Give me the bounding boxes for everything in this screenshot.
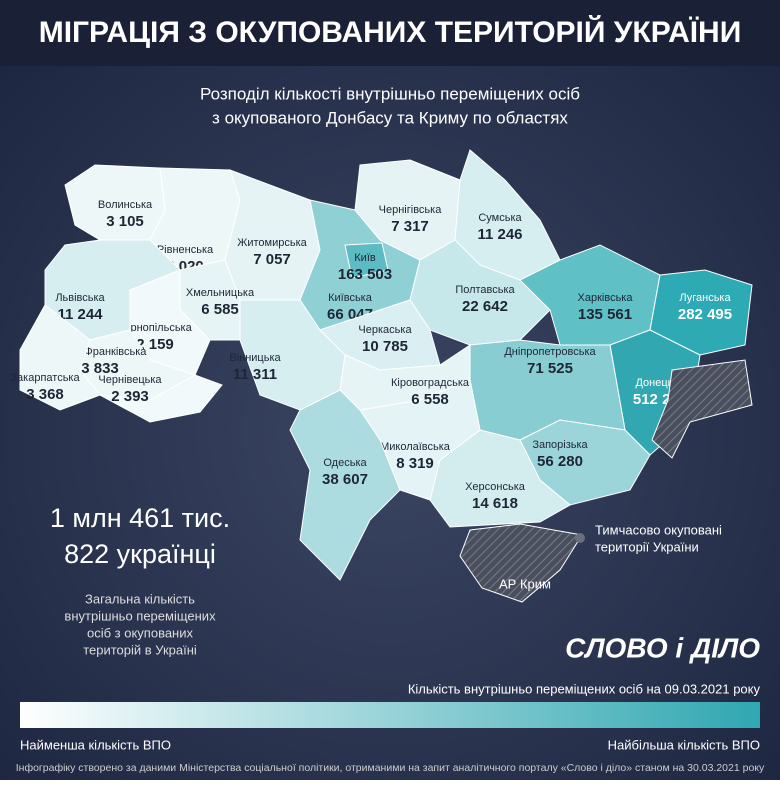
region-name: Миколаївська: [380, 441, 451, 453]
region-name: Харківська: [578, 292, 634, 304]
region-value: 7 057: [253, 251, 291, 268]
region-value: 8 319: [396, 455, 434, 472]
logo: СЛОВО і ДІЛО: [565, 632, 760, 663]
region-name: Тернопільська: [118, 322, 192, 334]
region-value: 3 105: [106, 213, 144, 230]
region: [19, 304, 101, 411]
region-value: 2 159: [136, 336, 174, 353]
region: [344, 242, 389, 279]
region-name: Луганська: [679, 292, 731, 304]
region-value: 6 558: [411, 391, 449, 408]
occupied-label: території України: [595, 539, 699, 554]
region-value: 71 525: [527, 360, 573, 377]
region-name: Кіровоградська: [391, 377, 470, 389]
region-name: Вінницька: [229, 352, 281, 364]
region-name: Волинська: [98, 199, 153, 211]
region-value: 7 317: [391, 218, 429, 235]
region-name: Сумська: [478, 212, 522, 224]
region-value: 10 785: [362, 338, 408, 355]
occupied-donbas: [651, 359, 753, 459]
region-name: Житомирська: [237, 237, 307, 249]
subtitle: з окупованого Донбасу та Криму по област…: [212, 108, 568, 127]
region-name: Одеська: [323, 457, 367, 469]
title-bar: [0, 0, 780, 66]
region-name: Львівська: [55, 292, 105, 304]
region: [429, 429, 571, 528]
region-name: Черкаська: [358, 324, 412, 336]
region-value: 56 280: [537, 453, 583, 470]
crimea-label: АР Крим: [499, 576, 551, 591]
region-value: 282 495: [678, 306, 732, 323]
legend-min: Найменша кількість ВПО: [20, 737, 171, 752]
region-name: Полтавська: [455, 284, 515, 296]
region-value: 3 833: [81, 360, 119, 377]
region-name: Херсонська: [465, 481, 526, 493]
region-name: Закарпатська: [10, 372, 80, 384]
occupied-icon: [575, 533, 585, 543]
region-value: 135 561: [578, 306, 632, 323]
legend-gradient: [20, 702, 760, 728]
total-description: Загальна кількість: [85, 591, 195, 606]
total-description: територій в Україні: [83, 642, 197, 657]
region: [99, 374, 223, 423]
region-value: 14 618: [472, 495, 518, 512]
region-value: 3 368: [26, 386, 64, 403]
region-name: Київська: [328, 292, 373, 304]
occupied-crimea: [459, 523, 583, 603]
region-value: 22 642: [462, 298, 508, 315]
legend-title: Кількість внутрішньо переміщених осіб на…: [408, 681, 761, 696]
region-name: Чернігівська: [379, 204, 443, 216]
occupied-label: Тимчасово окуповані: [595, 522, 722, 537]
title: МІГРАЦІЯ З ОКУПОВАНИХ ТЕРИТОРІЙ УКРАЇНИ: [39, 15, 742, 49]
region-value: 163 503: [338, 266, 392, 283]
region-value: 2 393: [111, 388, 149, 405]
region-value: 11 244: [57, 306, 103, 323]
region-value: 38 607: [322, 471, 368, 488]
region-name: Хмельницька: [186, 287, 255, 299]
total-value: 822 українці: [64, 539, 216, 569]
region-value: 11 246: [477, 226, 522, 243]
region-value: 6 585: [201, 301, 239, 318]
region-name: Дніпропетровська: [504, 346, 596, 358]
region-value: 11 311: [233, 366, 277, 383]
legend-max: Найбільша кількість ВПО: [608, 737, 760, 752]
region-name: Рівненська: [157, 244, 214, 256]
region-name: Київ: [354, 252, 376, 264]
total-description: осіб з окупованих: [87, 625, 194, 640]
total-value: 1 млн 461 тис.: [50, 503, 230, 533]
subtitle: Розподіл кількості внутрішньо переміщени…: [200, 84, 580, 103]
total-description: внутрішньо переміщених: [64, 608, 216, 623]
footer: Інфографіку створено за даними Міністерс…: [16, 762, 765, 774]
region: [289, 389, 401, 581]
region-name: Запорізька: [532, 439, 588, 451]
region-name: Чернівецька: [98, 374, 162, 386]
